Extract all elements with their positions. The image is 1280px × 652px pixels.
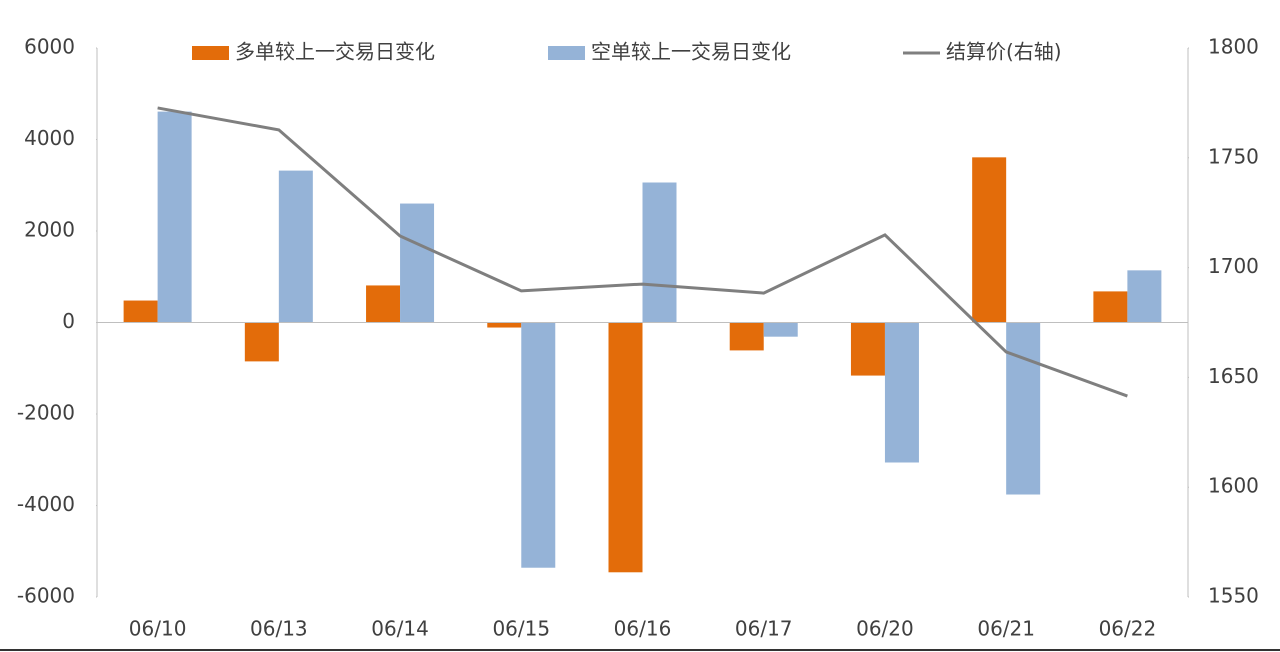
bar (157, 111, 192, 323)
bar (972, 157, 1007, 323)
y-tick-label: 0 (62, 309, 75, 333)
bar (1127, 270, 1162, 323)
y-tick-label: 2000 (24, 218, 75, 242)
y-tick-label: -2000 (17, 401, 75, 425)
bar (487, 322, 522, 328)
bar (763, 322, 798, 337)
x-tick-label: 06/22 (1099, 617, 1157, 641)
bar (366, 285, 401, 323)
y-tick-label: 4000 (24, 126, 75, 150)
bar (850, 322, 885, 376)
y2-tick-label: 1600 (1208, 474, 1259, 498)
legend-label: 空单较上一交易日变化 (591, 40, 791, 64)
bar (608, 322, 643, 573)
x-tick-label: 06/21 (977, 617, 1035, 641)
y-tick-label: -4000 (17, 492, 75, 516)
x-tick-label: 06/16 (614, 617, 672, 641)
x-tick-label: 06/17 (735, 617, 793, 641)
bar (884, 322, 919, 463)
x-tick-label: 06/14 (371, 617, 429, 641)
bar (123, 300, 158, 323)
bar (400, 203, 435, 323)
bar (729, 322, 764, 351)
bar (1006, 322, 1041, 495)
bar (642, 182, 677, 323)
x-tick-label: 06/20 (856, 617, 914, 641)
legend-swatch (548, 46, 585, 60)
legend-label: 结算价(右轴) (946, 40, 1062, 64)
y2-tick-label: 1550 (1208, 584, 1259, 608)
bar (278, 170, 313, 323)
y2-tick-label: 1800 (1208, 35, 1259, 59)
x-tick-label: 06/10 (129, 617, 187, 641)
line (157, 106, 1128, 398)
x-tick-label: 06/15 (492, 617, 550, 641)
legend-swatch (192, 46, 229, 60)
y2-tick-label: 1700 (1208, 254, 1259, 278)
x-tick-label: 06/13 (250, 617, 308, 641)
y2-tick-label: 1750 (1208, 144, 1259, 168)
bar (521, 322, 556, 568)
legend-label: 多单较上一交易日变化 (235, 40, 435, 64)
y-tick-label: -6000 (17, 584, 75, 608)
y2-tick-label: 1650 (1208, 364, 1259, 388)
bar (244, 322, 279, 362)
y-tick-label: 6000 (24, 35, 75, 59)
bar (1093, 291, 1128, 323)
